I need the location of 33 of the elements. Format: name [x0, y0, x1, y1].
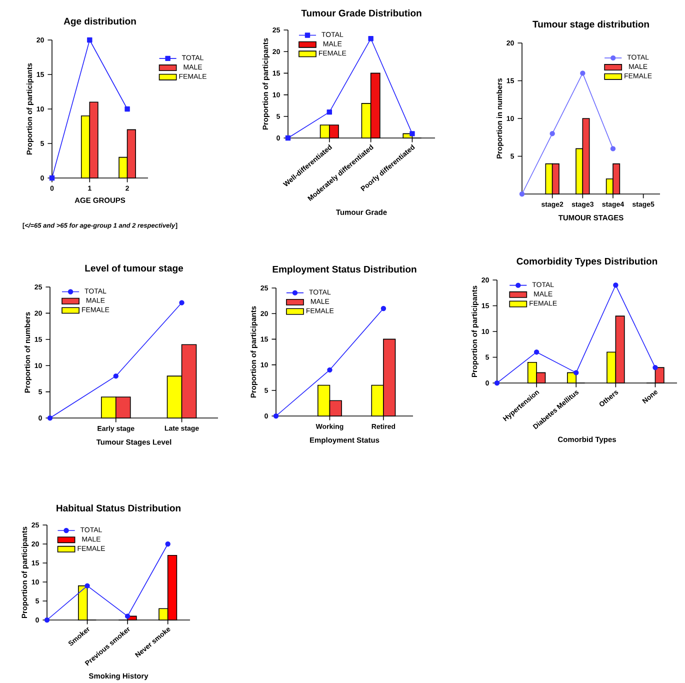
point	[494, 380, 500, 386]
point	[610, 146, 616, 152]
point	[326, 109, 332, 115]
point	[410, 131, 415, 136]
chart-title: Tumour Grade Distribution	[301, 9, 422, 16]
point	[179, 300, 184, 306]
point	[574, 370, 579, 376]
point	[652, 364, 658, 370]
point	[44, 617, 50, 623]
chart-title: Habitual Status Distribution	[56, 504, 180, 512]
point	[49, 175, 55, 181]
point	[165, 541, 170, 547]
point	[550, 130, 555, 136]
point	[124, 614, 130, 619]
point	[380, 306, 386, 312]
point	[327, 367, 332, 373]
chart-title: Level of tumour stage	[85, 264, 184, 274]
point	[113, 373, 118, 379]
chart-title: Comorbidity Types Distribution	[516, 258, 658, 266]
point	[124, 106, 130, 112]
point	[273, 413, 279, 419]
point	[87, 37, 92, 43]
chart-title: Age distribution	[64, 18, 136, 26]
point	[534, 349, 540, 355]
point	[368, 36, 374, 42]
point	[580, 70, 586, 76]
point	[285, 135, 291, 141]
point	[519, 191, 525, 197]
point	[84, 583, 90, 588]
point	[47, 415, 53, 421]
chart-title: Employment Status Distribution	[272, 266, 416, 274]
chart-title: Tumour stage distribution	[532, 20, 649, 30]
point	[613, 282, 618, 288]
